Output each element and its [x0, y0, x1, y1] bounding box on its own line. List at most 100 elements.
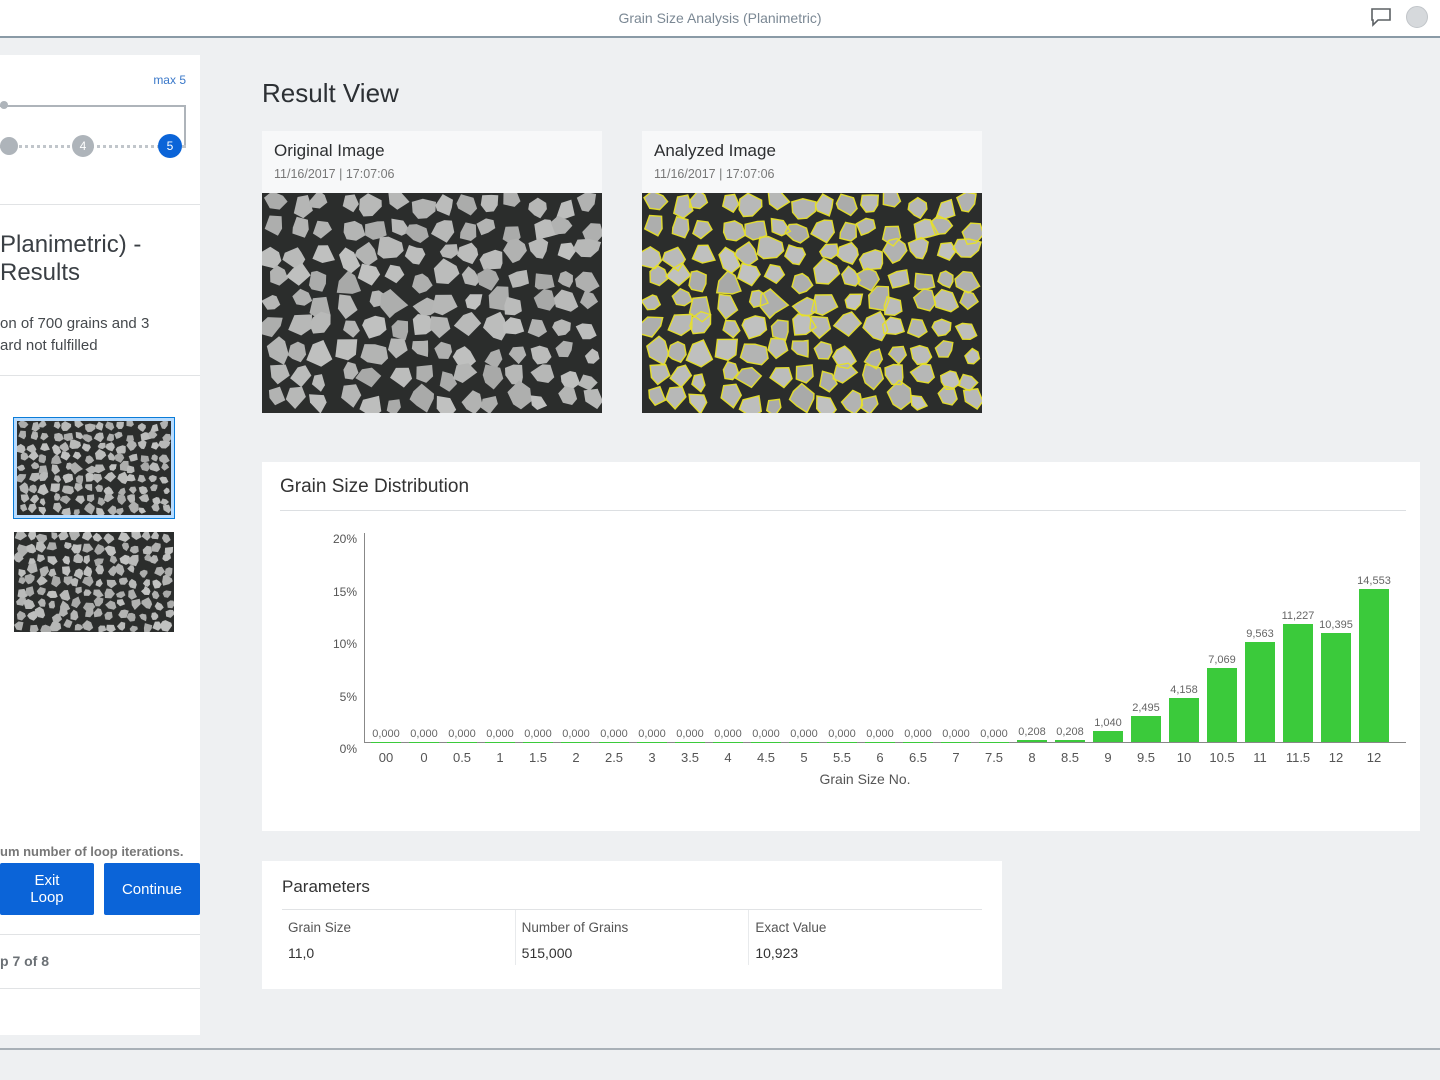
- analyzed-image-timestamp: 11/16/2017 | 17:07:06: [654, 167, 972, 181]
- bar-value-label: 0,000: [638, 728, 666, 742]
- step-node-4[interactable]: 4: [72, 135, 94, 157]
- bar: 11,227: [1283, 624, 1313, 742]
- x-tick: 12: [1367, 742, 1381, 765]
- bar-value-label: 0,000: [676, 728, 704, 742]
- parameters-panel: Parameters Grain Size 11,0 Number of Grain…: [262, 861, 1002, 989]
- bar-value-label: 0,000: [524, 728, 552, 742]
- bar: 9,563: [1245, 642, 1275, 742]
- left-panel: max 5 4 5 Planimetric) - Results on of 7…: [0, 55, 200, 1035]
- x-tick: 8.5: [1061, 742, 1079, 765]
- bar-value-label: 14,553: [1357, 575, 1391, 589]
- bar-value-label: 0,000: [448, 728, 476, 742]
- x-axis-title: Grain Size No.: [819, 771, 910, 787]
- parameter-label: Exact Value: [755, 920, 976, 935]
- section-desc: on of 700 grains and 3 ard not fulfilled: [0, 313, 194, 357]
- x-tick: 3: [648, 742, 655, 765]
- bar-value-label: 0,208: [1018, 726, 1046, 740]
- bar: 14,553: [1359, 589, 1389, 742]
- x-tick: 10.5: [1209, 742, 1234, 765]
- bar-value-label: 0,000: [562, 728, 590, 742]
- x-tick: 2.5: [605, 742, 623, 765]
- x-tick: 00: [379, 742, 393, 765]
- x-tick: 10: [1177, 742, 1191, 765]
- distribution-title: Grain Size Distribution: [280, 476, 1406, 511]
- loop-hint-text: um number of loop iterations.: [0, 844, 190, 859]
- bar-value-label: 0,000: [828, 728, 856, 742]
- appbar-right: [1370, 6, 1428, 28]
- parameter-value: 10,923: [755, 945, 976, 961]
- x-tick: 9: [1104, 742, 1111, 765]
- x-tick: 0: [420, 742, 427, 765]
- y-tick: 0%: [340, 742, 365, 756]
- x-tick: 1: [496, 742, 503, 765]
- original-image: [262, 193, 602, 413]
- parameter-column: Exact Value 10,923: [749, 910, 982, 965]
- thumbnail-1[interactable]: [14, 418, 174, 518]
- exit-loop-button[interactable]: Exit Loop: [0, 863, 94, 915]
- x-tick: 5.5: [833, 742, 851, 765]
- bar: 10,395: [1321, 633, 1351, 742]
- comment-icon[interactable]: [1370, 7, 1392, 27]
- stepper: max 5 4 5: [0, 55, 200, 205]
- bar-value-label: 0,000: [942, 728, 970, 742]
- parameter-column: Grain Size 11,0: [282, 910, 516, 965]
- analyzed-image: [642, 193, 982, 413]
- parameter-value: 11,0: [288, 945, 509, 961]
- thumbnail-list: [0, 376, 200, 632]
- app-header: Grain Size Analysis (Planimetric): [0, 0, 1440, 38]
- x-tick: 6.5: [909, 742, 927, 765]
- x-tick: 11: [1253, 742, 1267, 765]
- x-tick: 4: [724, 742, 731, 765]
- bar-value-label: 4,158: [1170, 684, 1198, 698]
- result-view-heading: Result View: [262, 78, 1440, 109]
- bar-value-label: 0,000: [866, 728, 894, 742]
- x-tick: 7.5: [985, 742, 1003, 765]
- x-tick: 7: [952, 742, 959, 765]
- bar-value-label: 2,495: [1132, 702, 1160, 716]
- bar-value-label: 0,000: [486, 728, 514, 742]
- analyzed-image-title: Analyzed Image: [654, 141, 972, 161]
- bar-value-label: 0,000: [714, 728, 742, 742]
- x-tick: 4.5: [757, 742, 775, 765]
- x-tick: 5: [800, 742, 807, 765]
- bar-value-label: 11,227: [1282, 610, 1315, 624]
- parameter-column: Number of Grains 515,000: [516, 910, 750, 965]
- x-tick: 2: [572, 742, 579, 765]
- bar-value-label: 0,000: [410, 728, 438, 742]
- thumbnail-2[interactable]: [14, 532, 174, 632]
- analyzed-image-card: Analyzed Image 11/16/2017 | 17:07:06: [642, 131, 982, 418]
- bar: 4,158: [1169, 698, 1199, 742]
- x-tick: 11.5: [1286, 742, 1310, 765]
- bar-value-label: 0,000: [980, 728, 1008, 742]
- bar-value-label: 0,000: [600, 728, 628, 742]
- x-tick: 6: [876, 742, 883, 765]
- parameter-label: Number of Grains: [522, 920, 743, 935]
- original-image-card: Original Image 11/16/2017 | 17:07:06: [262, 131, 602, 418]
- step-node-5-active[interactable]: 5: [158, 134, 182, 158]
- main-content: Result View Original Image 11/16/2017 | …: [218, 48, 1440, 1080]
- user-avatar-icon[interactable]: [1406, 6, 1428, 28]
- parameter-label: Grain Size: [288, 920, 509, 935]
- y-tick: 15%: [333, 585, 365, 599]
- bar-value-label: 0,000: [752, 728, 780, 742]
- footer-divider: [0, 1048, 1440, 1050]
- x-tick: 0.5: [453, 742, 471, 765]
- bar: 1,040: [1093, 731, 1123, 742]
- stepper-max-label: max 5: [153, 73, 186, 87]
- bar-value-label: 7,069: [1208, 654, 1236, 668]
- section-title: Planimetric) - Results: [0, 231, 194, 287]
- step-counter: p 7 of 8: [0, 953, 49, 969]
- app-title: Grain Size Analysis (Planimetric): [618, 10, 821, 26]
- parameter-value: 515,000: [522, 945, 743, 961]
- y-tick: 10%: [333, 637, 365, 651]
- parameters-heading: Parameters: [282, 877, 982, 897]
- bar: 2,495: [1131, 716, 1161, 742]
- bar-value-label: 1,040: [1094, 717, 1122, 731]
- bar-value-label: 0,000: [372, 728, 400, 742]
- x-tick: 12: [1329, 742, 1343, 765]
- section-header: Planimetric) - Results on of 700 grains …: [0, 205, 200, 376]
- distribution-panel: Grain Size Distribution 0%5%10%15%20%0,0…: [262, 462, 1420, 831]
- bar-value-label: 10,395: [1319, 619, 1353, 633]
- continue-button[interactable]: Continue: [104, 863, 200, 915]
- original-image-title: Original Image: [274, 141, 592, 161]
